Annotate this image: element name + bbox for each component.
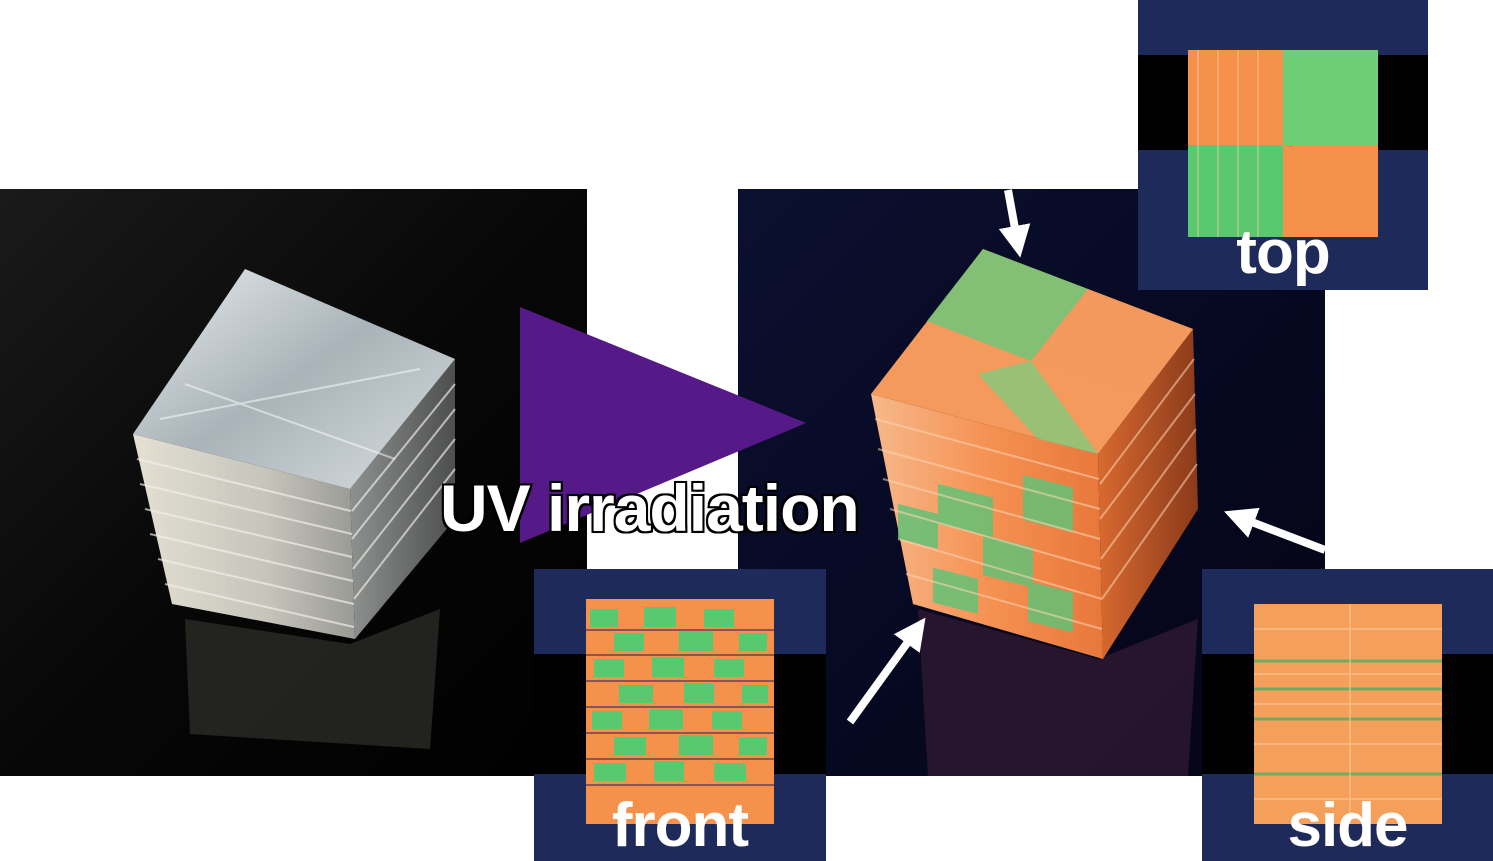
top-view-label: top <box>1236 218 1330 287</box>
front-view-inset: front <box>534 569 826 861</box>
process-label: UV irradiation <box>438 469 862 547</box>
process-arrow-icon <box>520 307 806 543</box>
front-view-label: front <box>611 791 749 860</box>
top-view-inset: top <box>1138 0 1428 290</box>
side-view-inset: side <box>1202 569 1493 861</box>
side-pointer-arrow <box>1224 507 1327 554</box>
before-uv-photo <box>0 189 587 776</box>
side-view-label: side <box>1287 791 1408 860</box>
top-pointer-arrow <box>998 189 1031 258</box>
front-pointer-arrow <box>846 617 926 725</box>
